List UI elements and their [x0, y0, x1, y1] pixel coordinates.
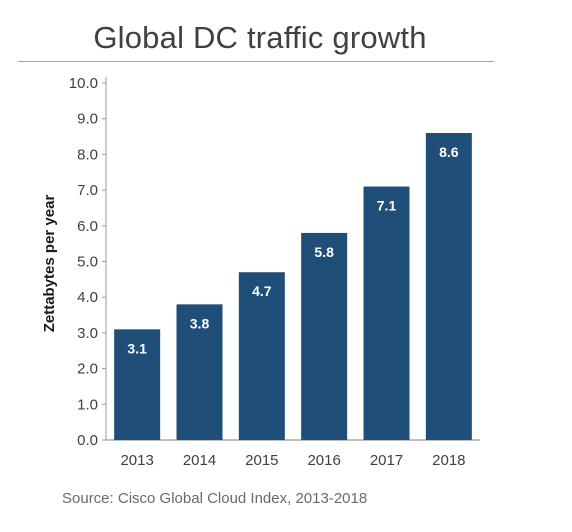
x-tick-label: 2013 — [120, 452, 153, 469]
y-tick-label: 8.0 — [77, 146, 98, 163]
x-tick-label: 2014 — [183, 452, 216, 469]
data-label: 3.8 — [190, 315, 210, 331]
x-tick-label: 2016 — [307, 452, 340, 469]
bar-2017 — [363, 186, 410, 440]
y-tick-label: 9.0 — [77, 111, 98, 128]
data-label: 5.8 — [314, 244, 334, 260]
bar-2018 — [425, 132, 472, 441]
x-tick-label: 2018 — [432, 452, 465, 469]
title-divider — [18, 61, 494, 62]
y-tick-label: 10.0 — [69, 75, 98, 92]
bar-2013 — [114, 329, 161, 440]
y-tick-label: 7.0 — [77, 182, 98, 199]
data-label: 8.6 — [439, 144, 459, 160]
bar-2014 — [176, 304, 223, 440]
y-tick-label: 3.0 — [77, 325, 98, 342]
y-tick-label: 1.0 — [77, 396, 98, 413]
y-tick-label: 6.0 — [77, 218, 98, 235]
x-tick-label: 2017 — [370, 452, 403, 469]
data-label: 3.1 — [127, 340, 147, 356]
bar-2016 — [301, 232, 348, 440]
chart-title: Global DC traffic growth — [93, 20, 427, 55]
source-note: Source: Cisco Global Cloud Index, 2013-2… — [62, 490, 368, 507]
y-tick-label: 4.0 — [77, 289, 98, 306]
data-label: 7.1 — [377, 198, 397, 214]
x-tick-label: 2015 — [245, 452, 278, 469]
y-tick-label: 2.0 — [77, 361, 98, 378]
data-label: 4.7 — [252, 283, 272, 299]
y-axis-title: Zettabytes per year — [41, 195, 58, 333]
bar-2015 — [238, 272, 285, 440]
y-tick-label: 5.0 — [77, 254, 98, 271]
plot-area: 0.0 1.0 2.0 3.0 4.0 5.0 6.0 7.0 8.0 9.0 10.0 Zettab… — [41, 75, 480, 469]
y-tick-label: 0.0 — [77, 432, 98, 449]
